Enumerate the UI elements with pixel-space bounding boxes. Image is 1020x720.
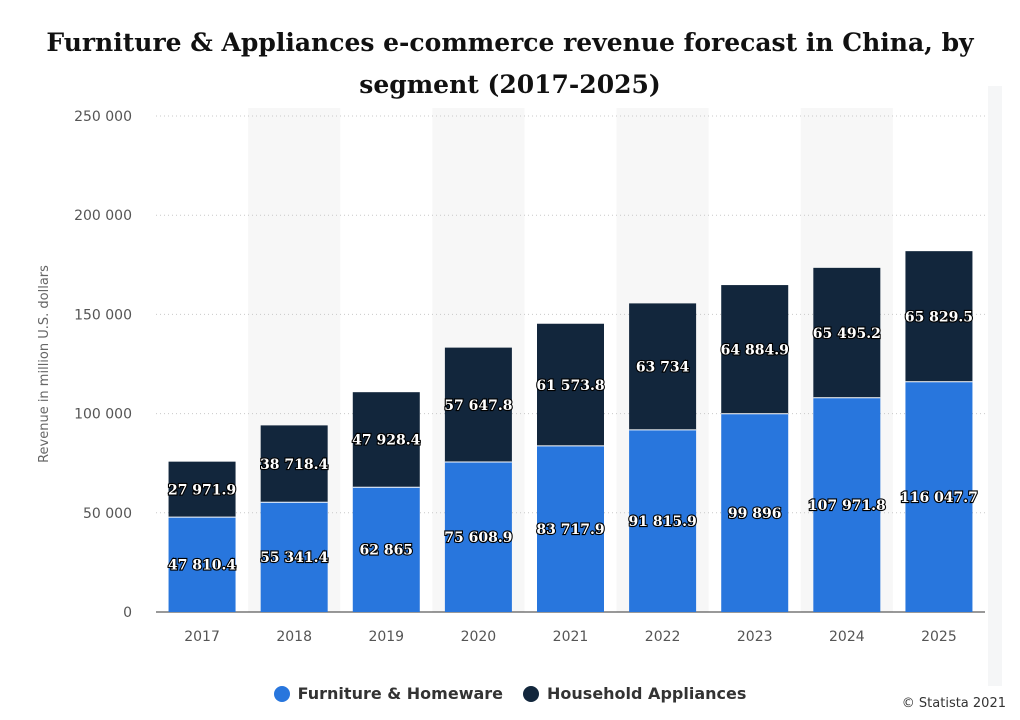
bar-appliances-2017 [168,461,236,518]
chart-title: Furniture & Appliances e-commerce revenu… [30,22,990,106]
data-label-furniture-2025: 116 047.7 [900,490,978,506]
data-label-appliances-2024: 65 495.2 [813,326,881,342]
y-tick-label: 100 000 [74,407,132,423]
x-tick-label-2024: 2024 [829,629,865,645]
data-label-appliances-2017: 27 971.9 [168,482,236,498]
copyright-credit[interactable]: © Statista 2021 [901,696,1006,711]
data-label-appliances-2025: 65 829.5 [905,309,973,325]
bar-appliances-2020 [444,347,512,462]
bar-furniture-2022 [629,429,697,612]
data-label-appliances-2018: 38 718.4 [260,457,328,473]
x-tick-label-2019: 2019 [368,629,404,645]
chart-title-line-2: segment (2017-2025) [359,70,661,99]
data-label-appliances-2019: 47 928.4 [352,433,420,449]
bar-furniture-2025 [905,381,973,612]
data-label-furniture-2022: 91 815.9 [629,514,697,530]
legend-swatch-appliances [523,685,540,702]
data-label-furniture-2024: 107 971.8 [808,498,886,514]
y-tick-label: 200 000 [74,208,132,224]
bar-furniture-2020 [444,461,512,612]
data-label-furniture-2019: 62 865 [359,543,413,559]
x-tick-label-2022: 2022 [645,629,681,645]
x-tick-label-2021: 2021 [553,629,589,645]
bar-furniture-2023 [721,413,789,612]
data-label-appliances-2021: 61 573.8 [536,378,604,394]
bar-appliances-2019 [352,392,420,488]
legend-label-appliances: Household Appliances [547,684,747,703]
bar-appliances-2021 [537,323,604,446]
y-tick-label: 0 [123,605,132,621]
bar-furniture-2017 [168,517,236,612]
bar-appliances-2025 [905,251,973,382]
x-tick-label-2023: 2023 [737,629,773,645]
side-panel [988,86,1002,686]
data-label-furniture-2017: 47 810.4 [168,558,236,574]
x-tick-label-2018: 2018 [276,629,312,645]
y-tick-label: 250 000 [74,109,132,125]
data-label-furniture-2020: 75 608.9 [444,530,512,546]
legend-swatch-furniture [273,685,290,702]
bar-furniture-2018 [260,502,328,612]
bar-furniture-2021 [537,445,604,612]
y-tick-label: 50 000 [83,506,132,522]
y-axis-title: Revenue in million U.S. dollars [37,265,52,463]
data-label-furniture-2023: 99 896 [728,506,782,522]
legend-item-appliances[interactable]: Household Appliances [523,684,746,703]
data-label-appliances-2020: 57 647.8 [444,398,512,414]
bar-appliances-2018 [260,425,328,503]
y-tick-label: 150 000 [74,307,132,323]
legend-label-furniture: Furniture & Homeware [297,684,504,703]
data-label-appliances-2023: 64 884.9 [721,342,789,358]
bar-appliances-2024 [813,267,881,398]
bar-furniture-2024 [813,397,881,612]
x-tick-label-2020: 2020 [461,629,497,645]
bar-appliances-2022 [629,303,697,430]
data-label-appliances-2022: 63 734 [636,360,690,376]
data-label-furniture-2018: 55 341.4 [260,550,328,566]
data-label-furniture-2021: 83 717.9 [536,522,604,538]
bar-appliances-2023 [721,285,789,414]
chart-legend: Furniture & Homeware Household Appliance… [0,684,1020,703]
legend-item-furniture[interactable]: Furniture & Homeware [273,684,504,703]
bar-furniture-2019 [352,487,420,612]
chart-title-line-1: Furniture & Appliances e-commerce revenu… [46,28,974,57]
x-tick-label-2017: 2017 [184,629,220,645]
x-tick-label-2025: 2025 [921,629,957,645]
